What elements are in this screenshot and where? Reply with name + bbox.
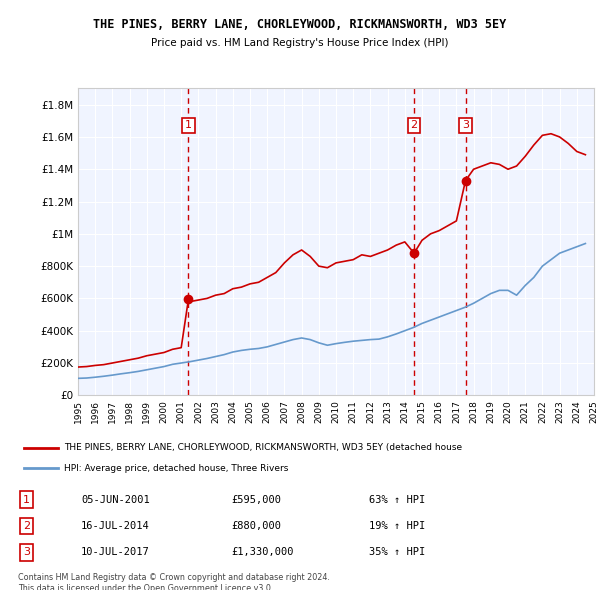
Text: HPI: Average price, detached house, Three Rivers: HPI: Average price, detached house, Thre…: [64, 464, 288, 473]
Text: 1: 1: [23, 495, 30, 504]
Text: 10-JUL-2017: 10-JUL-2017: [81, 548, 150, 558]
Text: 1: 1: [185, 120, 192, 130]
Text: 2: 2: [23, 521, 30, 531]
Text: £595,000: £595,000: [231, 495, 281, 504]
Text: 2: 2: [410, 120, 418, 130]
Text: 16-JUL-2014: 16-JUL-2014: [81, 521, 150, 531]
Text: £880,000: £880,000: [231, 521, 281, 531]
Text: 3: 3: [23, 548, 30, 558]
Text: 19% ↑ HPI: 19% ↑ HPI: [369, 521, 425, 531]
Text: 05-JUN-2001: 05-JUN-2001: [81, 495, 150, 504]
Text: THE PINES, BERRY LANE, CHORLEYWOOD, RICKMANSWORTH, WD3 5EY (detached house: THE PINES, BERRY LANE, CHORLEYWOOD, RICK…: [64, 443, 462, 452]
Text: Contains HM Land Registry data © Crown copyright and database right 2024.
This d: Contains HM Land Registry data © Crown c…: [18, 573, 330, 590]
Text: Price paid vs. HM Land Registry's House Price Index (HPI): Price paid vs. HM Land Registry's House …: [151, 38, 449, 48]
Text: £1,330,000: £1,330,000: [231, 548, 293, 558]
Text: THE PINES, BERRY LANE, CHORLEYWOOD, RICKMANSWORTH, WD3 5EY: THE PINES, BERRY LANE, CHORLEYWOOD, RICK…: [94, 18, 506, 31]
Text: 3: 3: [462, 120, 469, 130]
Text: 35% ↑ HPI: 35% ↑ HPI: [369, 548, 425, 558]
Text: 63% ↑ HPI: 63% ↑ HPI: [369, 495, 425, 504]
